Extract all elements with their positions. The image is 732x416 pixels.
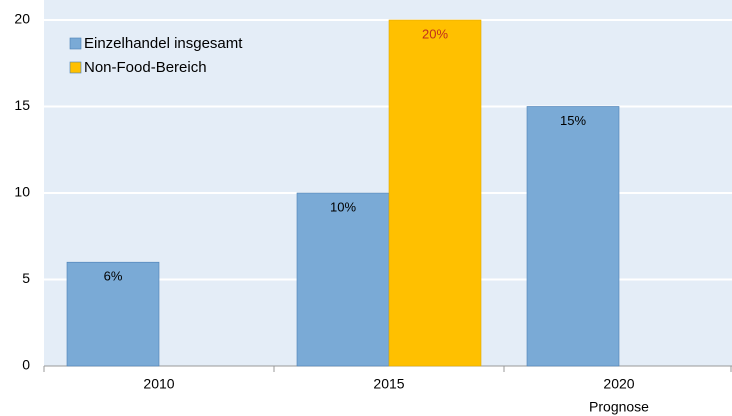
y-tick-label: 20 bbox=[14, 11, 30, 27]
bar bbox=[66, 261, 160, 367]
x-tick-label: 2010 bbox=[143, 376, 174, 392]
x-tick-note: Prognose bbox=[589, 399, 649, 415]
legend-label: Non-Food-Bereich bbox=[84, 59, 207, 76]
data-label: 15% bbox=[560, 113, 586, 128]
bar bbox=[526, 106, 620, 367]
y-tick-label: 15 bbox=[14, 97, 30, 113]
data-label: 6% bbox=[104, 269, 123, 284]
bar bbox=[296, 192, 390, 367]
x-tick-label: 2015 bbox=[373, 376, 404, 392]
bar bbox=[388, 19, 482, 367]
y-tick-label: 0 bbox=[22, 357, 30, 373]
legend-swatch bbox=[69, 61, 82, 74]
x-tick-label: 2020 bbox=[603, 376, 634, 392]
legend-label: Einzelhandel insgesamt bbox=[84, 35, 243, 52]
legend-swatch bbox=[69, 37, 82, 50]
data-label: 10% bbox=[330, 199, 356, 214]
data-label: 20% bbox=[422, 26, 448, 41]
y-tick-label: 10 bbox=[14, 184, 30, 200]
y-tick-label: 5 bbox=[22, 270, 30, 286]
